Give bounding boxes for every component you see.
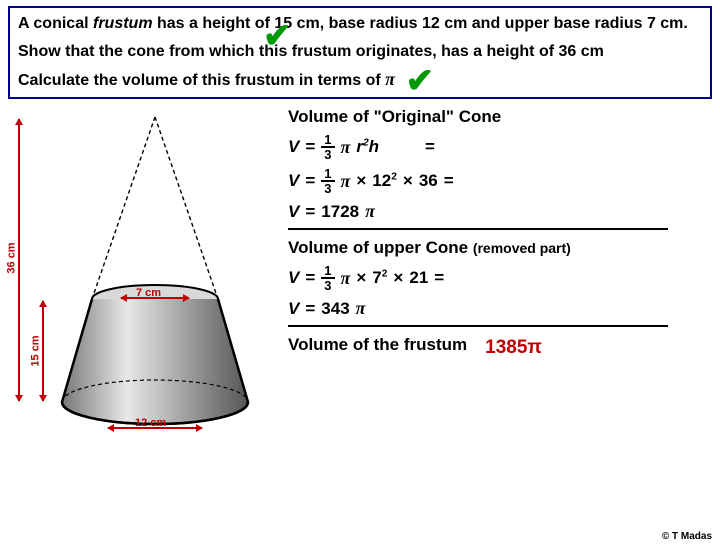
problem-line-1: A conical frustum has a height of 15 cm,… (18, 14, 702, 34)
times: × (393, 268, 403, 288)
frac-1-3: 13 (321, 264, 334, 292)
problem-text: Show that the cone from which this frust… (18, 43, 604, 60)
times: × (403, 171, 413, 191)
times: × (356, 268, 366, 288)
dim-7cm: 7 cm (136, 287, 161, 299)
eq-orig-sub: V = 13 π × 122 × 36 = (288, 167, 720, 195)
problem-text: has a height of 15 cm, base radius 12 cm… (153, 15, 688, 32)
frac-1-3: 13 (321, 133, 334, 161)
eq-sign: = (434, 268, 444, 288)
work-area: 36 cm 15 cm 7 cm 12 cm Volume of "Origin… (0, 99, 720, 447)
problem-line-3: Calculate the volume of this frustum in … (18, 68, 702, 91)
var-v: V (288, 171, 299, 191)
eq-orig-result: V = 1728 π (288, 201, 720, 222)
problem-box: A conical frustum has a height of 15 cm,… (8, 6, 712, 99)
pi: π (356, 298, 366, 319)
dim-15cm: 15 cm (30, 335, 42, 366)
eq-sign: = (305, 268, 315, 288)
eq-sign: = (305, 171, 315, 191)
eq-sign: = (305, 299, 315, 319)
frustum-result-row: Volume of the frustum 1385π (288, 335, 720, 361)
frac-1-3: 13 (321, 167, 334, 195)
n21: 21 (409, 268, 428, 288)
dim-12cm: 12 cm (135, 417, 166, 429)
calculations: Volume of "Original" Cone V = 13 π r2h =… (280, 107, 720, 447)
pi: π (341, 171, 351, 192)
final-answer: 1385π (485, 337, 542, 359)
title-original-cone: Volume of "Original" Cone (288, 107, 720, 127)
eq-sign: = (425, 137, 435, 157)
problem-text: A conical (18, 15, 93, 32)
pi-symbol: π (385, 69, 395, 89)
times: × (356, 171, 366, 191)
copyright: © T Madas (662, 531, 712, 542)
eq-sign: = (444, 171, 454, 191)
n7sq: 72 (372, 268, 387, 288)
eq-formula: V = 13 π r2h = (288, 133, 720, 161)
divider (288, 228, 668, 230)
divider (288, 325, 668, 327)
n1728: 1728 (321, 202, 359, 222)
var-v: V (288, 202, 299, 222)
dim-arrow-36 (18, 119, 20, 401)
pi: π (341, 137, 351, 158)
problem-text: Calculate the volume of this frustum in … (18, 72, 385, 89)
n343: 343 (321, 299, 349, 319)
title-upper-cone: Volume of upper Cone (removed part) (288, 238, 720, 258)
title-frustum: Volume of the frustum (288, 335, 467, 355)
eq-upper-sub: V = 13 π × 72 × 21 = (288, 264, 720, 292)
var-v: V (288, 268, 299, 288)
r2h: r2h (356, 137, 379, 157)
eq-upper-result: V = 343 π (288, 298, 720, 319)
pi: π (365, 201, 375, 222)
n36: 36 (419, 171, 438, 191)
n12sq: 122 (372, 171, 397, 191)
eq-sign: = (305, 137, 315, 157)
term-frustum: frustum (93, 15, 153, 32)
frustum-diagram: 36 cm 15 cm 7 cm 12 cm (0, 107, 280, 447)
var-v: V (288, 137, 299, 157)
dim-arrow-15 (42, 301, 44, 401)
dim-36cm: 36 cm (6, 242, 18, 273)
pi: π (341, 268, 351, 289)
problem-line-2: Show that the cone from which this frust… (18, 42, 702, 62)
var-v: V (288, 299, 299, 319)
eq-sign: = (305, 202, 315, 222)
